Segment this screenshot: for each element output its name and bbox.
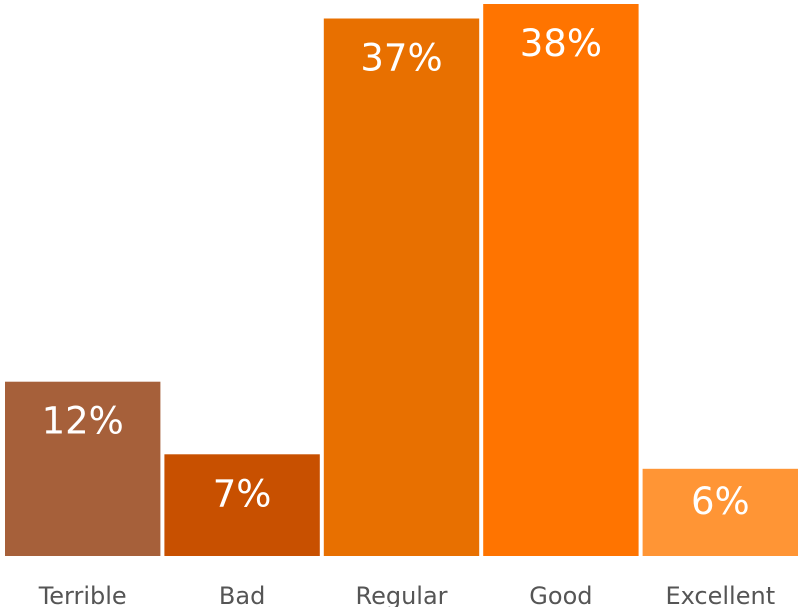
value-label-excellent: 6% — [691, 480, 750, 523]
bar-good — [483, 4, 639, 556]
value-label-good: 38% — [520, 22, 602, 65]
category-label-bad: Bad — [219, 582, 265, 607]
category-label-terrible: Terrible — [38, 582, 127, 607]
bar-bad — [164, 454, 320, 556]
category-label-good: Good — [529, 582, 592, 607]
bar-terrible — [5, 381, 161, 556]
bar-excellent — [642, 468, 798, 556]
bars-group — [5, 4, 798, 556]
value-labels-group: 12% 7% 37% 38% 6% — [42, 22, 750, 523]
value-label-bad: 7% — [213, 472, 272, 515]
category-labels-group: Terrible Bad Regular Good Excellent — [38, 582, 775, 607]
category-label-regular: Regular — [355, 582, 447, 607]
bar-regular — [323, 18, 480, 556]
value-label-terrible: 12% — [42, 400, 124, 443]
category-label-excellent: Excellent — [665, 582, 775, 607]
value-label-regular: 37% — [360, 37, 442, 80]
